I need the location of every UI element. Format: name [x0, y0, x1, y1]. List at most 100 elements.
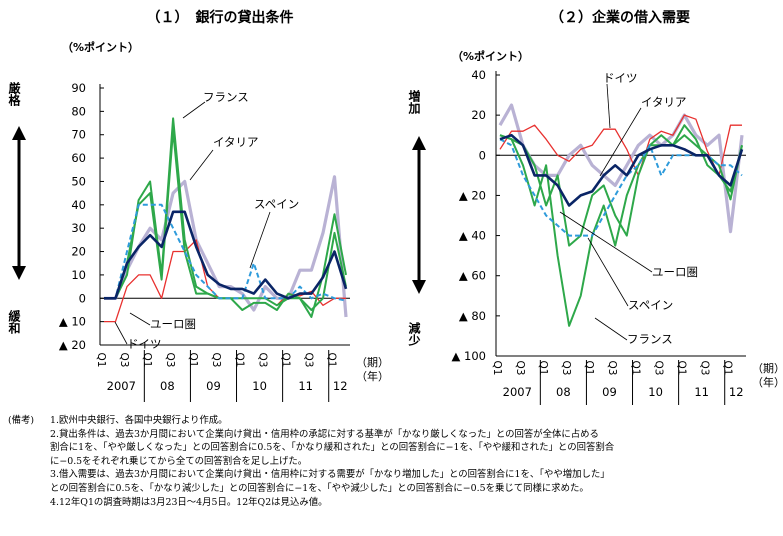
chart1-year-label: （年）: [356, 369, 389, 383]
chart2-direction-arrow: [412, 136, 426, 294]
chart2-direction-up: 増加: [407, 89, 421, 115]
series-line-2: [104, 129, 347, 311]
chart1-label-spain: スペイン: [254, 197, 299, 211]
note-text: 貸出条件は、過去3か月間において企業向け貸出・信用枠の承認に対する基準が「かなり…: [58, 428, 599, 440]
year-label: 11: [694, 385, 709, 399]
x-tick-label: Q3: [514, 361, 526, 376]
y-tick-label: ▲ 20: [459, 188, 486, 202]
chart2-title: （２）企業の借入需要: [550, 9, 690, 26]
x-tick-label: Q1: [537, 361, 549, 376]
chart1-direction-up: 厳格: [7, 81, 21, 107]
x-tick-label: Q1: [675, 361, 687, 376]
note-text: との回答割合に0.5を、「かなり減少した」との回答割合に−1を、「やや減少した」…: [50, 482, 589, 494]
x-tick-label: Q3: [210, 353, 222, 368]
y-tick-label: 90: [71, 81, 86, 95]
year-label: 12: [333, 379, 348, 393]
x-tick-label: Q3: [302, 353, 314, 368]
note-line: (備考) 1.欧州中央銀行、各国中央銀行より作成。: [8, 415, 228, 426]
note-line: との回答割合に0.5を、「かなり減少した」との回答割合に−1を、「やや減少した」…: [8, 482, 778, 496]
chart1-callouts: フランス イタリア スペイン ユーロ圏 ドイツ: [114, 90, 299, 351]
note-line: に−0.5をそれぞれ乗じてから全ての回答割合を足し上げた。: [8, 455, 778, 469]
x-tick-label: Q1: [325, 353, 337, 368]
chart2-year-label: （年）: [752, 375, 783, 389]
note-text: 借入需要は、過去3か月間において企業向け貸出・信用枠に対する需要が「かなり増加し…: [58, 469, 610, 481]
x-tick-label: Q3: [118, 353, 130, 368]
year-label: 08: [160, 379, 175, 393]
year-label: 09: [602, 385, 617, 399]
chart2-label-euro: ユーロ圏: [652, 265, 698, 279]
x-tick-label: Q1: [491, 361, 503, 376]
y-tick-label: 40: [471, 68, 486, 82]
year-label: 10: [252, 379, 267, 393]
chart1-label-italy: イタリア: [213, 135, 259, 149]
chart1-label-euro: ユーロ圏: [150, 317, 196, 331]
chart1-unit-label: （%ポイント）: [62, 40, 139, 54]
y-tick-label: 40: [71, 198, 86, 212]
note-header: (備考): [8, 415, 35, 426]
x-tick-label: Q1: [233, 353, 245, 368]
note-line: 4.12年Q1の調査時期は3月23日〜4月5日。12年Q2は見込み値。: [50, 496, 328, 508]
year-label: 11: [298, 379, 313, 393]
chart2-label-spain: スペイン: [628, 298, 673, 312]
x-tick-label: Q1: [95, 353, 107, 368]
y-tick-label: ▲ 20: [59, 338, 86, 352]
chart2-period-label: （期）: [752, 362, 783, 375]
y-tick-label: ▲ 60: [459, 269, 486, 283]
chart2-label-italy: イタリア: [641, 95, 687, 109]
chart1-period-label: （期）: [356, 356, 389, 369]
notes: (備考) 1.欧州中央銀行、各国中央銀行より作成。 2.貸出条件は、過去3か月間に…: [8, 414, 778, 509]
y-tick-label: 50: [71, 174, 86, 188]
chart2-label-germany: ドイツ: [603, 71, 638, 85]
y-tick-label: 20: [71, 245, 86, 259]
series-line-2: [499, 134, 743, 327]
note-text: 割合に1を、「やや厳しくなった」との回答割合に0.5を、「かなり緩和された」との…: [50, 442, 615, 454]
x-tick-label: Q1: [187, 353, 199, 368]
year-label: 2007: [503, 385, 532, 399]
note-line: 3.借入需要は、過去3か月間において企業向け貸出・信用枠に対する需要が「かなり増…: [50, 469, 610, 481]
year-label: 10: [648, 385, 663, 399]
x-tick-label: Q1: [141, 353, 153, 368]
chart2-plot: 40 20 0 ▲ 20 ▲ 40 ▲ 60 ▲ 80 ▲ 100 Q1 Q3 Q1 Q3 Q1 Q3 Q1…: [452, 68, 746, 405]
chart-area: （１） 銀行の貸出条件 （%ポイント） 厳格 緩和 （期） （年） （２）企業の…: [7, 9, 783, 405]
x-tick-label: Q1: [583, 361, 595, 376]
note-line: 割合に1を、「やや厳しくなった」との回答割合に0.5を、「かなり緩和された」との…: [8, 441, 778, 455]
chart2-label-france: フランス: [627, 332, 673, 346]
x-tick-label: Q1: [279, 353, 291, 368]
y-tick-label: 30: [71, 221, 86, 235]
y-tick-label: 60: [71, 151, 86, 165]
series-line-4: [499, 133, 744, 207]
note-text: に−0.5をそれぞれ乗じてから全ての回答割合を足し上げた。: [50, 455, 308, 467]
y-tick-label: 10: [71, 268, 86, 282]
x-tick-label: Q3: [256, 353, 268, 368]
x-tick-label: Q3: [606, 361, 618, 376]
y-tick-label: 20: [471, 108, 486, 122]
x-tick-label: Q3: [652, 361, 664, 376]
chart2-unit-label: （%ポイント）: [452, 49, 529, 63]
chart1-label-france: フランス: [203, 90, 249, 104]
note-line: 2.貸出条件は、過去3か月間において企業向け貸出・信用枠の承認に対する基準が「か…: [50, 428, 599, 440]
y-tick-label: ▲ 40: [459, 229, 486, 243]
note-text: 欧州中央銀行、各国中央銀行より作成。: [58, 415, 228, 426]
chart1-direction-arrow: [12, 126, 26, 280]
y-tick-label: 0: [479, 148, 486, 162]
chart2-direction-down: 減少: [407, 321, 421, 346]
series-line-5: [498, 103, 744, 234]
x-tick-label: Q1: [721, 361, 733, 376]
x-tick-label: Q3: [698, 361, 710, 376]
y-tick-label: ▲ 10: [59, 315, 86, 329]
y-tick-label: ▲ 100: [452, 349, 486, 363]
y-tick-label: ▲ 80: [459, 309, 486, 323]
note-text: 12年Q1の調査時期は3月23日〜4月5日。12年Q2は見込み値。: [58, 496, 328, 508]
chart1-direction-down: 緩和: [7, 309, 21, 335]
y-tick-label: 70: [71, 128, 86, 142]
chart1-label-germany: ドイツ: [127, 337, 162, 351]
year-label: 2007: [107, 379, 136, 393]
chart1-title: （１） 銀行の貸出条件: [147, 9, 294, 26]
year-label: 09: [206, 379, 221, 393]
x-tick-label: Q1: [629, 361, 641, 376]
chart1-plot: 90 80 70 60 50 40 30 20 10 0 ▲ 10 ▲ 20 Q1 Q3 Q1 Q3 Q1 Q3 Q…: [59, 81, 350, 402]
year-label: 12: [729, 385, 744, 399]
chart2-callouts: ドイツ イタリア ユーロ圏 スペイン フランス: [559, 71, 698, 346]
x-tick-label: Q3: [164, 353, 176, 368]
series-line-4: [104, 210, 348, 300]
